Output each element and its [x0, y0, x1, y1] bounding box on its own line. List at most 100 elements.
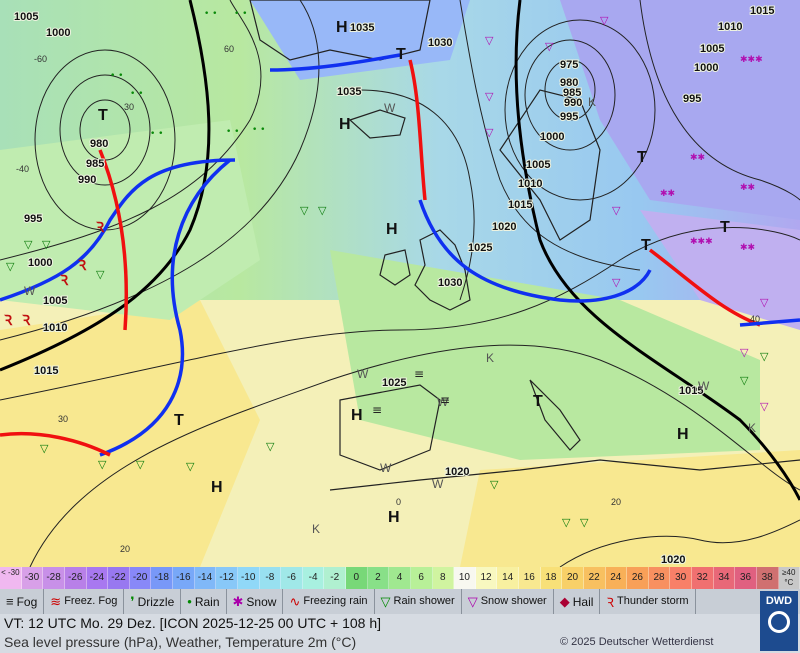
pressure-label: 975: [560, 59, 578, 71]
snow-icon: ✱: [232, 593, 244, 609]
weather-letters: W W W W W W W K K K K: [24, 95, 756, 536]
scale-cell: 38: [756, 567, 779, 589]
snow-shower-icon: ▽: [760, 296, 769, 309]
scale-cell: < -30: [0, 567, 22, 589]
legend-label: Freez. Fog: [64, 595, 118, 607]
pressure-label: 1005: [526, 159, 550, 171]
rain-icon: • •: [252, 125, 265, 135]
temperature-label: 20: [120, 544, 130, 554]
scale-cell: 26: [627, 567, 649, 589]
isobar: [639, 0, 800, 201]
scale-cell: -16: [173, 567, 195, 589]
pressure-label: 1000: [46, 27, 70, 39]
scale-cell: 16: [519, 567, 541, 589]
scale-cell: -22: [108, 567, 130, 589]
thunderstorm-icon: Ꝛ: [59, 273, 69, 289]
pressure-label: 1025: [382, 377, 406, 389]
scale-cell: -12: [216, 567, 238, 589]
legend-label: Fog: [16, 594, 38, 609]
legend-item: ≋ Freez. Fog: [44, 589, 125, 614]
map-footer: VT: 12 UTC Mo. 29 Dez. [ICON 2025-12-25 …: [0, 614, 800, 653]
scale-cell: 34: [713, 567, 736, 589]
rain-shower-icon: ▽: [490, 478, 499, 491]
cold-air-marker: K: [486, 351, 494, 365]
rain-icon: • •: [226, 127, 239, 137]
rain-shower-icon: ▽: [740, 374, 749, 387]
scale-cell: -10: [237, 567, 260, 589]
pressure-label: 985: [563, 87, 581, 99]
weather-legend: ≡ Fog ≋ Freez. Fog ❜ Drizzle • Rain ✱ Snow ∿ Freezi…: [0, 589, 800, 614]
warm-air-marker: W: [380, 461, 392, 475]
fog-symbols: ≡ ≡ ≡: [372, 367, 450, 417]
pressure-label: 1030: [428, 37, 452, 49]
pressure-label: 1000: [694, 62, 718, 74]
scale-cell: -6: [281, 567, 303, 589]
isobars: [0, 0, 800, 567]
pressure-label: 1015: [508, 199, 532, 211]
freezing-fog-icon: ≋: [50, 593, 62, 609]
scale-cell: -2: [324, 567, 346, 589]
high-pressure-center: H: [388, 509, 400, 526]
scale-cell: -20: [129, 567, 152, 589]
rain-icon: • •: [204, 9, 217, 19]
rain-shower-icon: ▽: [98, 458, 107, 471]
pressure-label: 1035: [350, 22, 374, 34]
fog-icon: ≡: [414, 367, 424, 381]
scale-cell: 36: [735, 567, 757, 589]
rain-shower-icon: ▽: [300, 204, 309, 217]
high-pressure-center: H: [677, 426, 689, 443]
scale-cell: 8: [432, 567, 455, 589]
pressure-label: 995: [24, 213, 42, 225]
rain-shower-icon: ▽: [562, 516, 571, 529]
rain-icon: • •: [234, 9, 247, 19]
snow-shower-icon: ▽: [612, 204, 621, 217]
pressure-label: 1025: [468, 242, 492, 254]
pressure-label: 1020: [661, 554, 685, 566]
snow-shower-icon: ▽: [760, 400, 769, 413]
isobar-1015-bold: [0, 0, 211, 372]
legend-item: • Rain: [181, 589, 227, 614]
cold-air-marker: K: [312, 522, 320, 536]
scale-cell: 32: [692, 567, 714, 589]
temperature-label: 20: [611, 497, 621, 507]
warm-zone-africa: [460, 450, 800, 567]
coastline-greenland: [249, 0, 431, 61]
cold-front-atlantic: [0, 158, 236, 302]
snow-icon: ✱✱: [690, 153, 705, 163]
snow-icon: ✱✱✱: [740, 55, 763, 65]
scale-cell: -4: [302, 567, 325, 589]
legend-item: ◆ Hail: [554, 589, 601, 614]
rain-icon: • •: [110, 71, 123, 81]
legend-label: Thunder storm: [617, 595, 689, 607]
mild-zone-europe: [330, 250, 760, 460]
warm-air-marker: W: [437, 395, 449, 409]
high-pressure-center: H: [351, 407, 363, 424]
snow-icon: ✱✱: [660, 189, 675, 199]
legend-label: Rain: [194, 594, 220, 609]
pressure-label: 990: [78, 174, 96, 186]
snow-icon: ✱✱: [740, 183, 755, 193]
rain-shower-icon: ▽: [318, 204, 327, 217]
pressure-label: 1030: [438, 277, 462, 289]
legend-item: Ꝛ Thunder storm: [600, 589, 696, 614]
dwd-logo: DWD: [760, 591, 798, 651]
warm-air-marker: W: [698, 379, 710, 393]
pressure-label: 1010: [718, 21, 742, 33]
coastline-north-africa: [329, 459, 800, 491]
scale-cell: 18: [540, 567, 563, 589]
cold-air-marker: K: [588, 95, 596, 109]
thunderstorm-icon: Ꝛ: [21, 313, 31, 329]
scale-cell: 6: [410, 567, 433, 589]
pressure-label: 1020: [445, 466, 469, 478]
legend-item: ▽ Rain shower: [375, 589, 462, 614]
coastline-scandinavia: [499, 89, 601, 241]
pressure-label: 1010: [43, 322, 67, 334]
coastline-iberia: [339, 384, 441, 471]
rain-shower-icon: ▽: [186, 460, 195, 473]
scale-cell: -18: [151, 567, 173, 589]
isobar: [0, 0, 262, 261]
isobar: [29, 344, 800, 567]
legend-label: Freezing rain: [303, 595, 368, 607]
coastlines: [249, 0, 800, 491]
rain-shower-icon: ▽: [380, 593, 391, 609]
